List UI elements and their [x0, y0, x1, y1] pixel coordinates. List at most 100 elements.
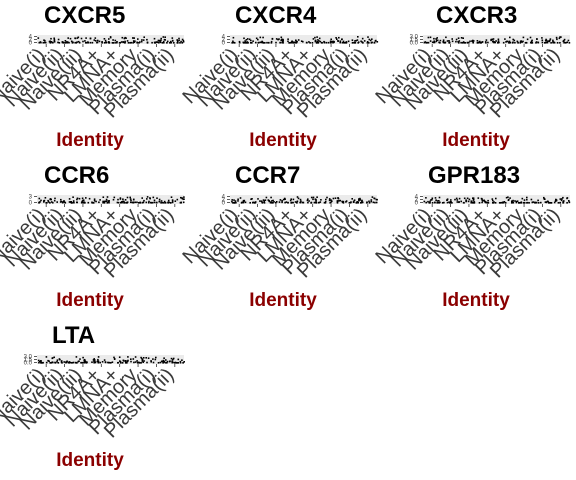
- data-point: [47, 199, 49, 202]
- data-point: [91, 202, 93, 204]
- data-point: [61, 362, 63, 364]
- panel-ccr6: CCR6 3 0 Naive(i) Naive(ii) Naive(iii) NR4A+ LM…: [0, 160, 185, 320]
- data-point: [325, 41, 328, 44]
- panel-background: [423, 195, 570, 204]
- data-point: [85, 197, 87, 199]
- data-point: [427, 200, 429, 203]
- data-point: [550, 202, 553, 204]
- data-point: [284, 201, 286, 204]
- data-point: [290, 41, 292, 44]
- data-point: [104, 39, 107, 42]
- data-point: [343, 42, 346, 44]
- data-point: [104, 200, 106, 203]
- data-point: [492, 38, 495, 40]
- data-point: [535, 201, 538, 204]
- data-point: [522, 40, 524, 43]
- data-point: [332, 41, 334, 44]
- data-point: [371, 196, 374, 198]
- data-point: [476, 40, 479, 42]
- data-point: [181, 42, 183, 44]
- data-point: [357, 41, 360, 43]
- data-point: [38, 197, 41, 200]
- data-point: [43, 201, 45, 203]
- data-point: [434, 197, 437, 199]
- data-point: [436, 202, 438, 204]
- data-point: [553, 41, 556, 44]
- data-point: [514, 41, 516, 44]
- data-point: [91, 41, 94, 44]
- data-point: [515, 200, 518, 203]
- data-point: [127, 42, 130, 44]
- data-point: [363, 40, 366, 42]
- data-point: [57, 362, 60, 364]
- data-point: [292, 41, 295, 43]
- data-point: [316, 41, 319, 43]
- data-point: [48, 360, 50, 362]
- data-point: [534, 201, 536, 204]
- data-point: [427, 41, 430, 44]
- data-point: [511, 201, 514, 203]
- data-point: [555, 200, 557, 202]
- data-point: [176, 40, 179, 43]
- data-point: [159, 361, 162, 364]
- data-point: [321, 42, 323, 44]
- data-point: [91, 361, 93, 363]
- data-point: [480, 197, 483, 200]
- data-point: [174, 200, 177, 202]
- data-point: [38, 41, 41, 44]
- data-point: [446, 201, 449, 204]
- data-point: [505, 40, 508, 43]
- data-point: [500, 201, 503, 204]
- data-point: [148, 201, 150, 204]
- data-point: [339, 40, 342, 42]
- data-point: [351, 198, 353, 200]
- data-point: [473, 202, 476, 204]
- data-point: [84, 40, 86, 42]
- data-point: [134, 361, 137, 363]
- data-point: [108, 42, 111, 44]
- data-point: [78, 360, 80, 362]
- data-point: [81, 197, 84, 200]
- data-point: [518, 202, 520, 204]
- data-point: [433, 40, 435, 42]
- data-point: [233, 199, 235, 201]
- data-point: [126, 40, 129, 42]
- data-point: [300, 40, 303, 42]
- data-point: [281, 199, 283, 202]
- data-point: [342, 40, 345, 43]
- data-point: [106, 202, 109, 204]
- data-point: [105, 41, 107, 44]
- data-point: [107, 361, 109, 364]
- data-point: [63, 201, 66, 203]
- data-point: [273, 201, 275, 203]
- data-point: [502, 41, 505, 44]
- data-point: [299, 198, 302, 201]
- data-point: [167, 201, 169, 204]
- data-point: [44, 41, 46, 44]
- data-point: [529, 36, 532, 39]
- data-point: [512, 199, 514, 202]
- data-point: [526, 38, 529, 41]
- data-point: [53, 356, 55, 359]
- data-point: [122, 198, 124, 200]
- data-point: [249, 202, 251, 204]
- data-point: [472, 202, 475, 204]
- data-point: [448, 42, 451, 44]
- data-point: [563, 41, 566, 44]
- data-point: [342, 202, 345, 204]
- data-point: [171, 37, 174, 39]
- data-point: [181, 38, 184, 41]
- data-point: [119, 360, 121, 362]
- data-point: [74, 37, 77, 40]
- panel-background: [37, 195, 184, 204]
- data-point: [72, 201, 75, 204]
- data-point: [319, 40, 322, 43]
- data-point: [517, 42, 519, 44]
- data-point: [246, 38, 249, 40]
- data-point: [278, 201, 281, 203]
- data-point: [514, 200, 516, 202]
- data-point: [460, 41, 462, 44]
- data-point: [231, 42, 233, 44]
- data-point: [134, 201, 137, 204]
- data-point: [568, 200, 570, 202]
